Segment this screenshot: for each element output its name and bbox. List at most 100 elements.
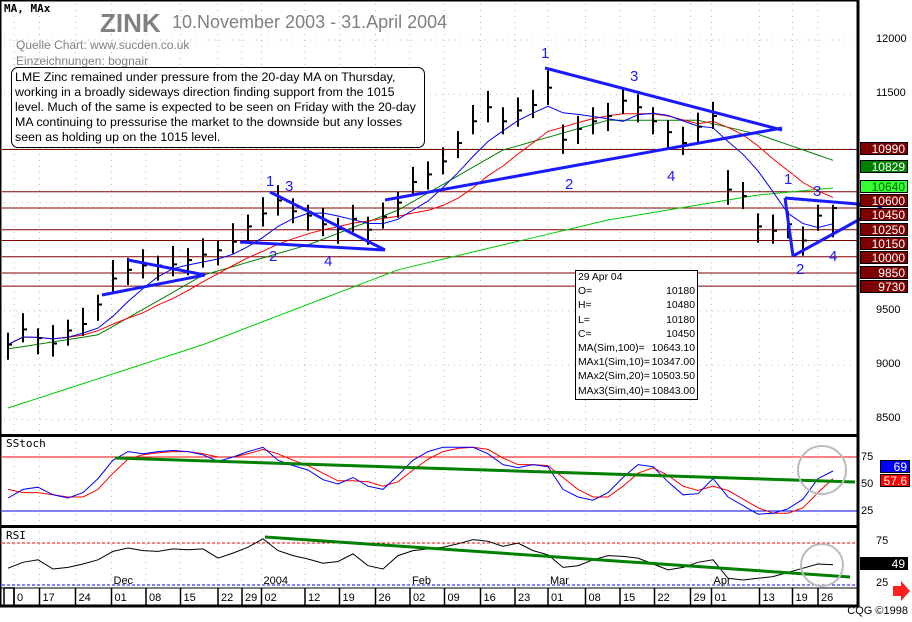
row-label: O= [578,286,593,298]
stoch-trendline [114,456,856,484]
date-tick-label: 29 [694,592,706,604]
price-level-tag: 9850 [860,266,908,280]
rsi-pane: RSI [2,529,858,586]
row-label: H= [578,300,592,312]
stoch-k-line [7,446,834,515]
data-window-date: 29 Apr 04 [578,272,623,283]
price-level-tag: 10150 [860,236,908,250]
price-level-tag: 10829 [860,159,908,173]
price-level-tag: 9730 [860,280,908,294]
date-tick-label: 08 [149,592,161,604]
row-label: L= [578,314,590,326]
date-tick-label: 02 [265,592,277,604]
wave-label: 4 [829,248,837,265]
row-value: 10180 [666,314,695,326]
date-tick-label: 02 [413,592,425,604]
row-value: 10450 [666,328,695,340]
stoch-tick-label: 75 [861,451,874,463]
price-level-tag: 10640 [860,180,908,194]
rsi-trendline [264,535,851,579]
rsi-tick-label: 75 [876,535,889,547]
price-bars [7,70,837,360]
ma40-line [7,119,834,350]
trendline [239,240,386,252]
commentary-box: LME Zinc remained under pressure from th… [11,67,425,148]
month-label: Feb [412,575,431,587]
chart-frame [0,0,860,608]
date-axis: 0 17 24 01 08 15 22 29 02 12 19 26 02 09 16 23 01 08 15 22 2… [0,575,858,605]
ma100-line [7,187,834,409]
trendline [269,190,386,252]
wave-label: 4 [667,168,675,185]
price-tick-label: 9500 [876,304,901,316]
date-tick-label: 26 [379,592,391,604]
row-value: 10503.50 [651,371,695,383]
copyright: CQG ©1998 [847,605,908,617]
price-level-tag: 10990 [860,142,908,156]
date-tick-label: 16 [484,592,496,604]
indicator-trendlines [114,456,856,579]
trendline [544,66,783,132]
rsi-line [7,538,834,581]
price-level-tag: 10250 [860,222,908,236]
row-value: 10347.00 [651,357,695,369]
source-text: Quelle Chart: www.sucden.co.uk [16,38,190,52]
date-tick-label: 01 [551,592,563,604]
stoch-title: SStoch [6,437,46,450]
rsi-title: RSI [6,529,26,542]
row-value: 10180 [666,286,695,298]
wave-label: 2 [796,261,804,278]
row-label: MAx3(Sim,40)= [578,385,650,397]
month-label: Dec [114,575,134,587]
pane-separator [0,434,858,437]
stoch-tick-label: 25 [861,505,874,517]
row-label: C= [578,328,592,340]
stoch-k-value-tag: 69 [880,460,910,474]
row-label: MAx1(Sim,10)= [578,357,650,369]
price-tick-label: 9000 [876,358,901,371]
data-window-row: C= 10450 [576,328,697,342]
pane-separator [0,525,858,528]
wave-label: 1 [541,45,549,62]
row-value: 10643.10 [651,343,695,355]
month-label: Apr [714,575,731,587]
date-tick-label: 19 [796,592,808,604]
scroll-right-arrow-icon[interactable] [893,581,910,601]
stoch-tick-label: 50 [861,478,874,490]
row-value: 10843.00 [651,385,695,397]
data-window-row: MAx2(Sim,20)= 10503.50 [576,370,697,384]
symbol-title: ZINK [100,8,161,38]
price-level-tag: 10000 [860,250,908,264]
date-tick-label: 15 [623,592,635,604]
data-window-row: MAx1(Sim,10)= 10347.00 [576,356,697,370]
row-value: 10480 [666,300,695,312]
wave-label: 2 [565,176,573,193]
row-label: MA(Sim,100)= [578,343,645,355]
data-window-row: MAx3(Sim,40)= 10843.00 [576,385,697,399]
date-tick-label: 23 [518,592,530,604]
scroll-handle[interactable] [3,587,15,607]
date-tick-label: 09 [448,592,460,604]
date-tick-label: 24 [79,592,91,604]
wave-label: 3 [813,183,821,200]
data-window-row: L= 10180 [576,314,697,328]
price-tick-label: 11500 [876,87,906,100]
price-tick-label: 8500 [876,412,901,425]
trendline [101,273,206,297]
trend-drawings [101,66,883,297]
date-tick-label: 01 [115,592,127,604]
price-level-tag: 10450 [860,208,908,222]
data-window-row: O= 10180 [576,285,697,299]
date-tick-label: 29 [245,592,257,604]
drawings-credit: Einzeichnungen: bognair [16,54,149,68]
stoch-d-line [7,446,834,514]
date-tick-label: 12 [308,592,320,604]
price-level-tag: 10600 [860,194,908,208]
ma20-line [7,113,834,346]
row-label: MAx2(Sim,20)= [578,371,650,383]
data-window-row: H= 10480 [576,299,697,313]
highlight-circle [800,543,844,587]
trendline [384,126,783,202]
